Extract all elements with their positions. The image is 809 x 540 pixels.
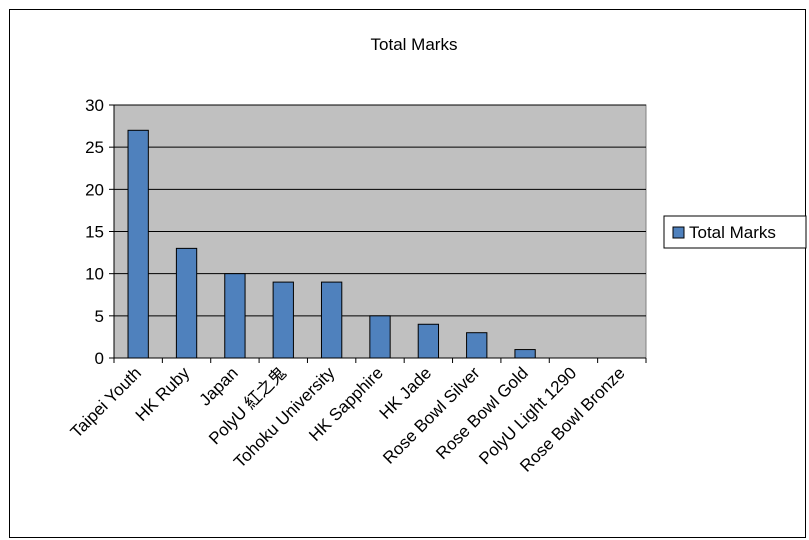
x-tick-label: Japan [196, 363, 242, 409]
bar [127, 129, 149, 359]
bar [369, 315, 391, 359]
bar [175, 247, 198, 359]
y-tick-label: 15 [85, 223, 104, 242]
bar [320, 281, 343, 359]
legend-box [663, 215, 807, 249]
legend-swatch [672, 226, 685, 239]
legend: Total Marks [663, 215, 807, 249]
x-tick-label: HK Ruby [132, 363, 194, 425]
bar [224, 273, 246, 359]
y-tick-label: 0 [95, 349, 104, 368]
y-tick-label: 30 [85, 96, 104, 115]
bar [272, 281, 294, 359]
y-tick-label: 20 [85, 180, 104, 199]
bar [417, 323, 440, 359]
x-tick-label: Taipei Youth [67, 363, 145, 441]
y-tick-label: 25 [85, 138, 104, 157]
y-tick-label: 10 [85, 265, 104, 284]
bar [514, 349, 536, 359]
chart-title: Total Marks [371, 35, 458, 54]
gridlines [114, 104, 646, 317]
bar [466, 332, 488, 359]
legend-label: Total Marks [689, 223, 776, 242]
y-axis: 0 5 10 15 20 25 30 [85, 96, 115, 368]
y-tick-label: 5 [95, 307, 104, 326]
bars [127, 129, 536, 359]
